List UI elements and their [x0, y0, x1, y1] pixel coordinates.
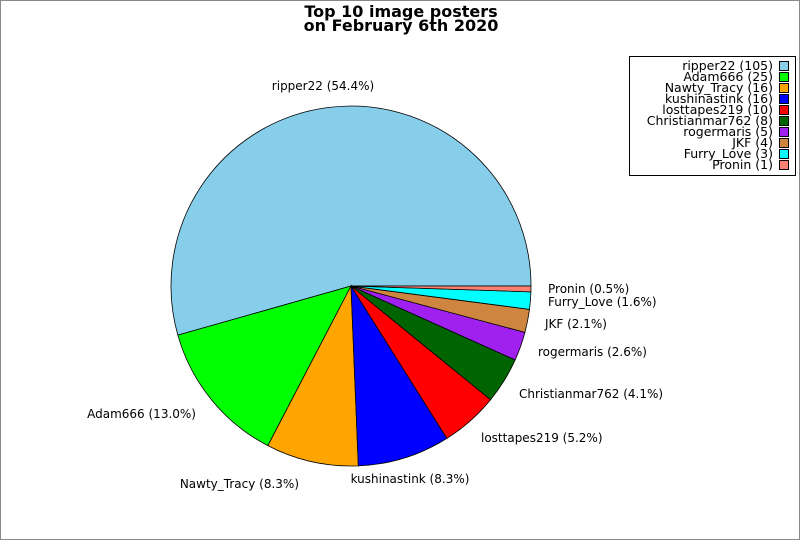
legend-item-nawty-tracy: Nawty_Tracy (16)	[664, 80, 789, 95]
legend-swatch	[779, 126, 789, 137]
legend-swatch	[779, 148, 789, 159]
legend-label: Christianmar762 (8)	[646, 113, 773, 128]
legend-label: Furry_Love (3)	[683, 146, 773, 161]
slice-label-christianmar762: Christianmar762 (4.1%)	[519, 387, 663, 401]
legend-item-pronin: Pronin (1)	[712, 157, 789, 172]
legend-item-jkf: JKF (4)	[732, 135, 789, 150]
pie-slice-nawty-tracy	[267, 284, 359, 467]
slice-label-losttapes219: losttapes219 (5.2%)	[481, 431, 603, 445]
legend-item-christianmar762: Christianmar762 (8)	[646, 113, 789, 128]
legend-swatch	[779, 71, 789, 82]
legend-label: JKF (4)	[732, 135, 773, 150]
legend-label: Adam666 (25)	[683, 69, 773, 84]
legend-item-losttapes219: losttapes219 (10)	[662, 102, 789, 117]
legend-swatch	[779, 115, 789, 126]
chart-legend: ripper22 (105) Adam666 (25) Nawty_Tracy (1…	[629, 56, 796, 176]
legend-item-rogermaris: rogermaris (5)	[683, 124, 789, 139]
legend-label: ripper22 (105)	[682, 58, 773, 73]
legend-swatch	[779, 82, 789, 93]
chart-title-line-1: Top 10 image posters	[304, 2, 498, 21]
slice-label-nawty-tracy: Nawty_Tracy (8.3%)	[180, 477, 299, 491]
pie-slice-adam666	[177, 285, 352, 447]
legend-item-adam666: Adam666 (25)	[683, 69, 789, 84]
legend-swatch	[779, 60, 789, 71]
slice-label-kushinastink: kushinastink (8.3%)	[351, 472, 470, 486]
legend-swatch	[779, 137, 789, 148]
slice-label-jkf: JKF (2.1%)	[544, 317, 607, 331]
legend-swatch	[779, 104, 789, 115]
slice-label-furry-love: Furry_Love (1.6%)	[548, 295, 657, 309]
pie-slice-pronin	[350, 285, 532, 293]
pie-slice-kushinastink	[350, 284, 448, 467]
legend-item-ripper22: ripper22 (105)	[682, 58, 789, 73]
slice-label-adam666: Adam666 (13.0%)	[87, 407, 196, 421]
legend-item-furry-love: Furry_Love (3)	[683, 146, 789, 161]
slice-label-pronin: Pronin (0.5%)	[548, 282, 629, 296]
legend-label: Pronin (1)	[712, 157, 773, 172]
legend-swatch	[779, 93, 789, 104]
legend-label: rogermaris (5)	[683, 124, 773, 139]
pie-slice-ripper22	[170, 105, 532, 336]
legend-swatch	[779, 159, 789, 170]
slice-label-ripper22: ripper22 (54.4%)	[272, 79, 374, 93]
legend-label: kushinastink (16)	[665, 91, 773, 106]
legend-item-kushinastink: kushinastink (16)	[665, 91, 789, 106]
legend-label: Nawty_Tracy (16)	[664, 80, 773, 95]
chart-title-line-2: on February 6th 2020	[303, 16, 499, 35]
legend-label: losttapes219 (10)	[662, 102, 773, 117]
slice-label-rogermaris: rogermaris (2.6%)	[538, 345, 647, 359]
